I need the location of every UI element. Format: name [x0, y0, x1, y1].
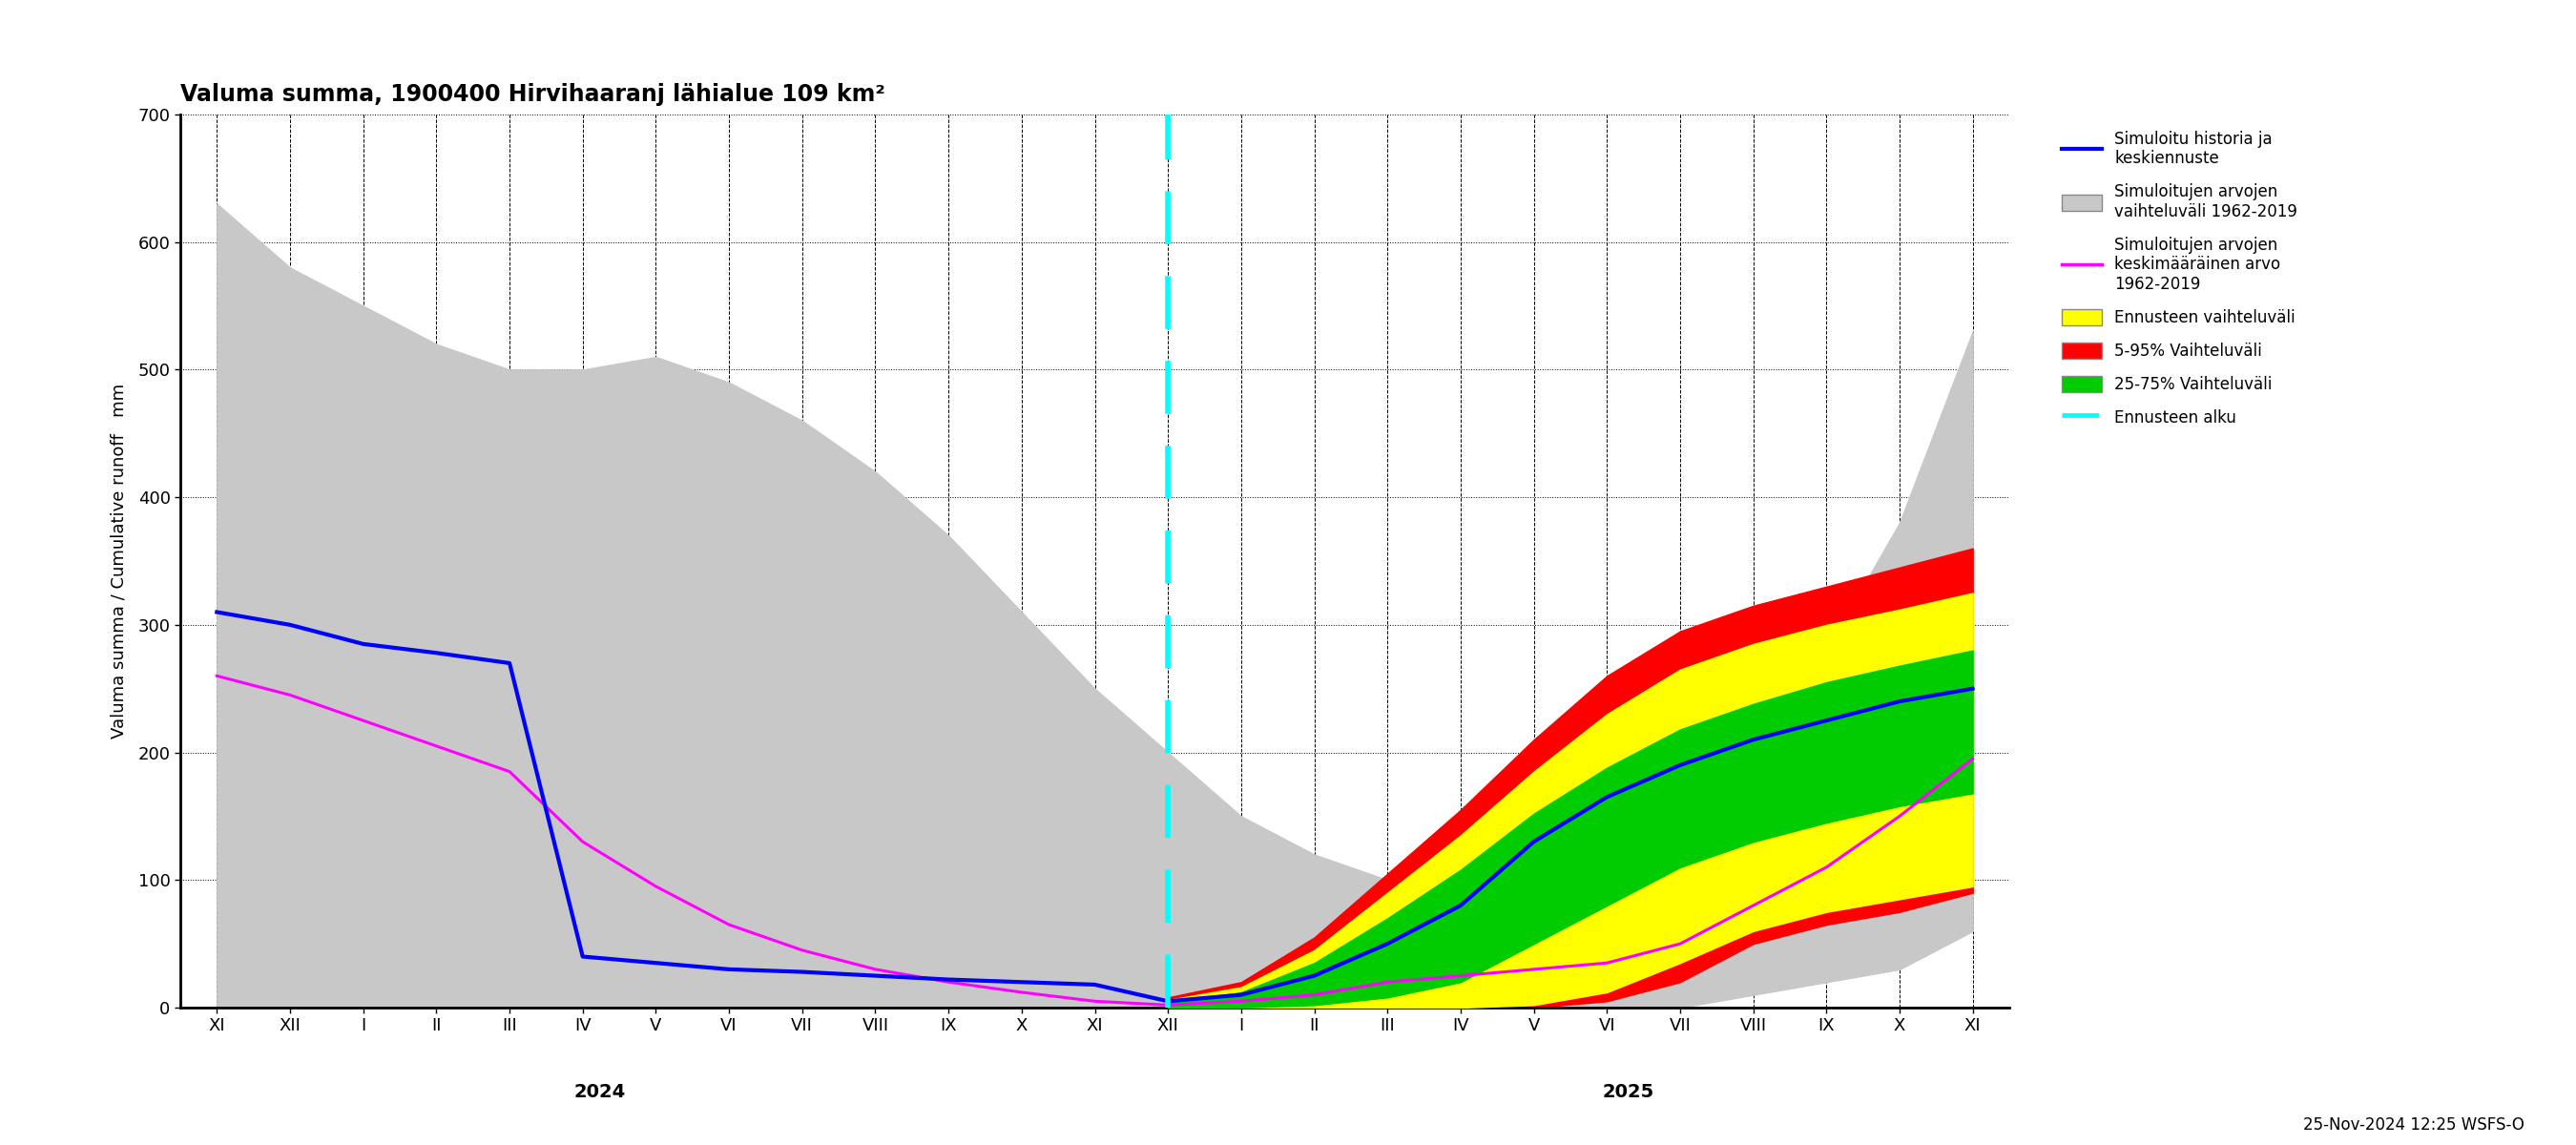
Legend: Simuloitu historia ja
keskiennuste, Simuloitujen arvojen
vaihteluväli 1962-2019,: Simuloitu historia ja keskiennuste, Simu…: [2053, 123, 2306, 434]
Y-axis label: Valuma summa / Cumulative runoff   mm: Valuma summa / Cumulative runoff mm: [111, 384, 126, 739]
Text: 2025: 2025: [1602, 1083, 1654, 1100]
Text: 25-Nov-2024 12:25 WSFS-O: 25-Nov-2024 12:25 WSFS-O: [2303, 1116, 2524, 1134]
Text: Valuma summa, 1900400 Hirvihaaranj lähialue 109 km²: Valuma summa, 1900400 Hirvihaaranj lähia…: [180, 84, 886, 106]
Text: 2024: 2024: [574, 1083, 626, 1100]
